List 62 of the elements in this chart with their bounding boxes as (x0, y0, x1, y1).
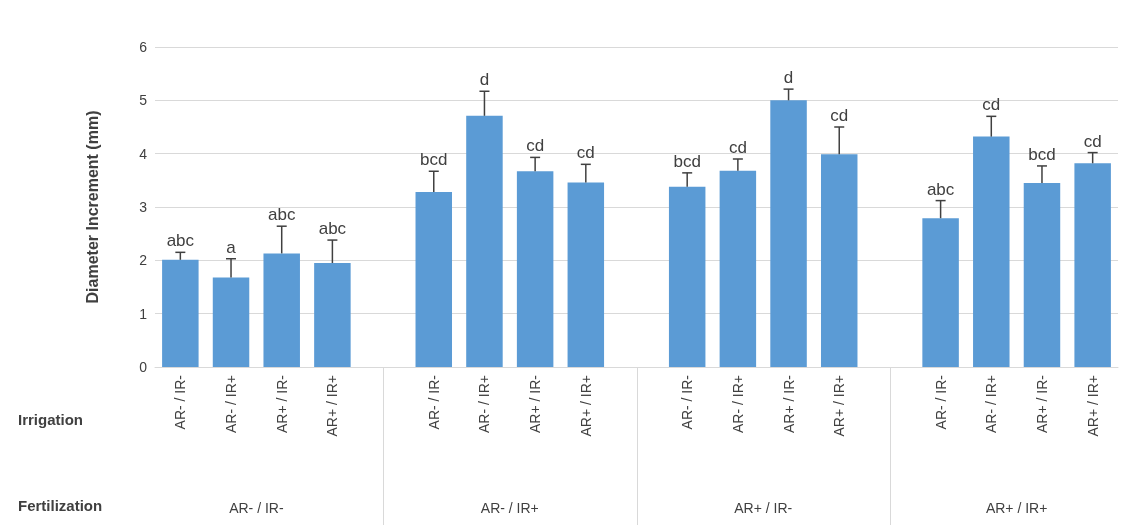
bar (668, 186, 706, 367)
x-tick-label: AR- / IR- (679, 374, 696, 430)
text: Fertilization (18, 497, 103, 514)
x-tick-label: AR+ / IR- (273, 374, 290, 433)
data-label: cd (576, 143, 595, 163)
x-tick-label: AR- / IR+ (729, 375, 746, 433)
x-tick-label: AR+ / IR+ (1084, 375, 1101, 437)
bar (567, 182, 605, 367)
data-label: cd (1083, 131, 1102, 151)
x-tick-label: AR+ / IR- (527, 374, 544, 433)
data-label: bcd (1028, 144, 1056, 164)
data-label: abc (318, 219, 347, 239)
y-tick-label: 5 (139, 92, 148, 109)
x-tick-label: AR- / IR+ (983, 375, 1000, 433)
data-label: abc (926, 179, 955, 199)
bar (922, 218, 959, 367)
bar (770, 100, 807, 367)
x-tick-label: AR+ / IR- (1033, 374, 1050, 433)
x-tick-label: AR- / IR+ (476, 375, 493, 433)
x-tick-label: AR- / IR- (932, 374, 949, 430)
bar (162, 259, 199, 367)
y-tick-label: 1 (139, 305, 148, 322)
x-tick-label: AR+ / IR+ (324, 375, 341, 437)
x-tick-label: AR- / IR- (425, 374, 442, 430)
data-label: bcd (673, 151, 701, 171)
data-label: cd (728, 138, 747, 157)
data-label: a (226, 237, 237, 257)
data-label: cd (526, 136, 545, 156)
data-label: d (783, 68, 794, 88)
bar (1074, 163, 1111, 367)
data-label: bcd (420, 150, 448, 170)
y-tick-label: 4 (139, 145, 148, 162)
data-label: cd (982, 95, 1001, 115)
x-tick-label: AR- / IR- (172, 374, 189, 430)
x-tick-label: AR- / IR+ (223, 375, 240, 433)
bar (973, 136, 1010, 367)
bar (719, 170, 757, 367)
bar (516, 171, 554, 367)
bar (1023, 183, 1061, 367)
x-tick-label: AR+ / IR+ (577, 375, 594, 437)
y-tick-label: 3 (139, 199, 148, 215)
y-tick-label: 0 (139, 359, 148, 375)
bar (263, 253, 300, 367)
x-tick-label: AR+ / IR- (780, 374, 797, 433)
text: AR+ / IR+ (985, 500, 1048, 516)
text: AR- / IR+ (480, 500, 539, 516)
text: Irrigation (18, 411, 84, 428)
text: AR+ / IR- (734, 500, 793, 516)
data-label: abc (166, 231, 195, 251)
bar (415, 192, 453, 367)
data-label: cd (830, 106, 849, 125)
x-tick-label: AR+ / IR+ (831, 375, 848, 437)
y-tick-label: 6 (139, 39, 148, 55)
data-label: d (479, 70, 490, 90)
y-axis-title: Diameter Increment (mm) (83, 110, 101, 304)
bar (466, 115, 503, 367)
bar (820, 154, 858, 367)
text: AR- / IR- (229, 500, 284, 516)
data-label: abc (268, 205, 296, 225)
bar (314, 263, 351, 367)
y-tick-label: 2 (139, 252, 148, 269)
bar (212, 277, 250, 367)
